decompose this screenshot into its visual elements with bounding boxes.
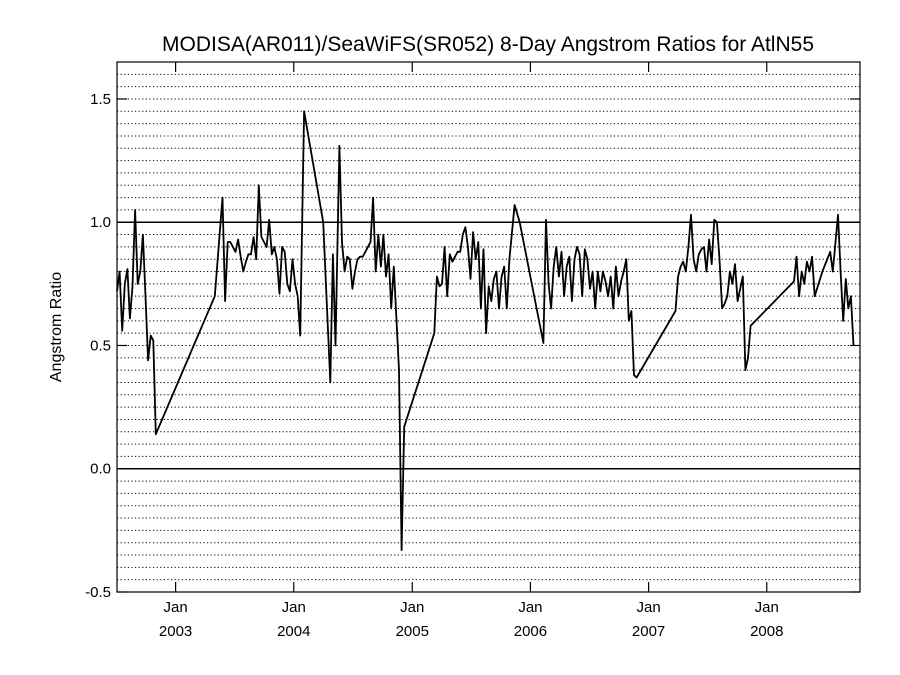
y-tick-label: -0.5 bbox=[85, 584, 111, 601]
x-tick-label-month: Jan bbox=[755, 599, 779, 616]
x-tick-label-month: Jan bbox=[164, 599, 188, 616]
chart-title: MODISA(AR011)/SeaWiFS(SR052) 8-Day Angst… bbox=[162, 33, 814, 56]
x-tick-label-month: Jan bbox=[282, 599, 306, 616]
y-tick-label: 0.5 bbox=[90, 337, 111, 354]
x-tick-label-year: 2006 bbox=[514, 623, 547, 640]
x-tick-label-month: Jan bbox=[400, 599, 424, 616]
x-tick-label-year: 2003 bbox=[159, 623, 192, 640]
x-tick-label-year: 2007 bbox=[632, 623, 665, 640]
y-tick-label: 1.0 bbox=[90, 214, 111, 231]
series-line-angstrom-ratio bbox=[116, 110, 855, 551]
plot-frame bbox=[116, 61, 861, 593]
y-tick-label: 1.5 bbox=[90, 91, 111, 108]
x-tick-label-month: Jan bbox=[518, 599, 542, 616]
axis-tick-labels: -0.5 0.0 0.5 1.0 1.5 Jan 2003 Jan 2004 Jan 2005 Jan… bbox=[85, 91, 783, 640]
y-tick-label: 0.0 bbox=[90, 461, 111, 478]
x-tick-label-year: 2004 bbox=[277, 623, 310, 640]
grid bbox=[117, 73, 860, 581]
x-tick-label-month: Jan bbox=[636, 599, 660, 616]
reference-lines bbox=[117, 221, 860, 470]
axis-ticks bbox=[117, 62, 860, 593]
y-axis-label: Angstrom Ratio bbox=[48, 272, 65, 382]
x-tick-label-year: 2005 bbox=[396, 623, 429, 640]
x-tick-label-year: 2008 bbox=[750, 623, 783, 640]
